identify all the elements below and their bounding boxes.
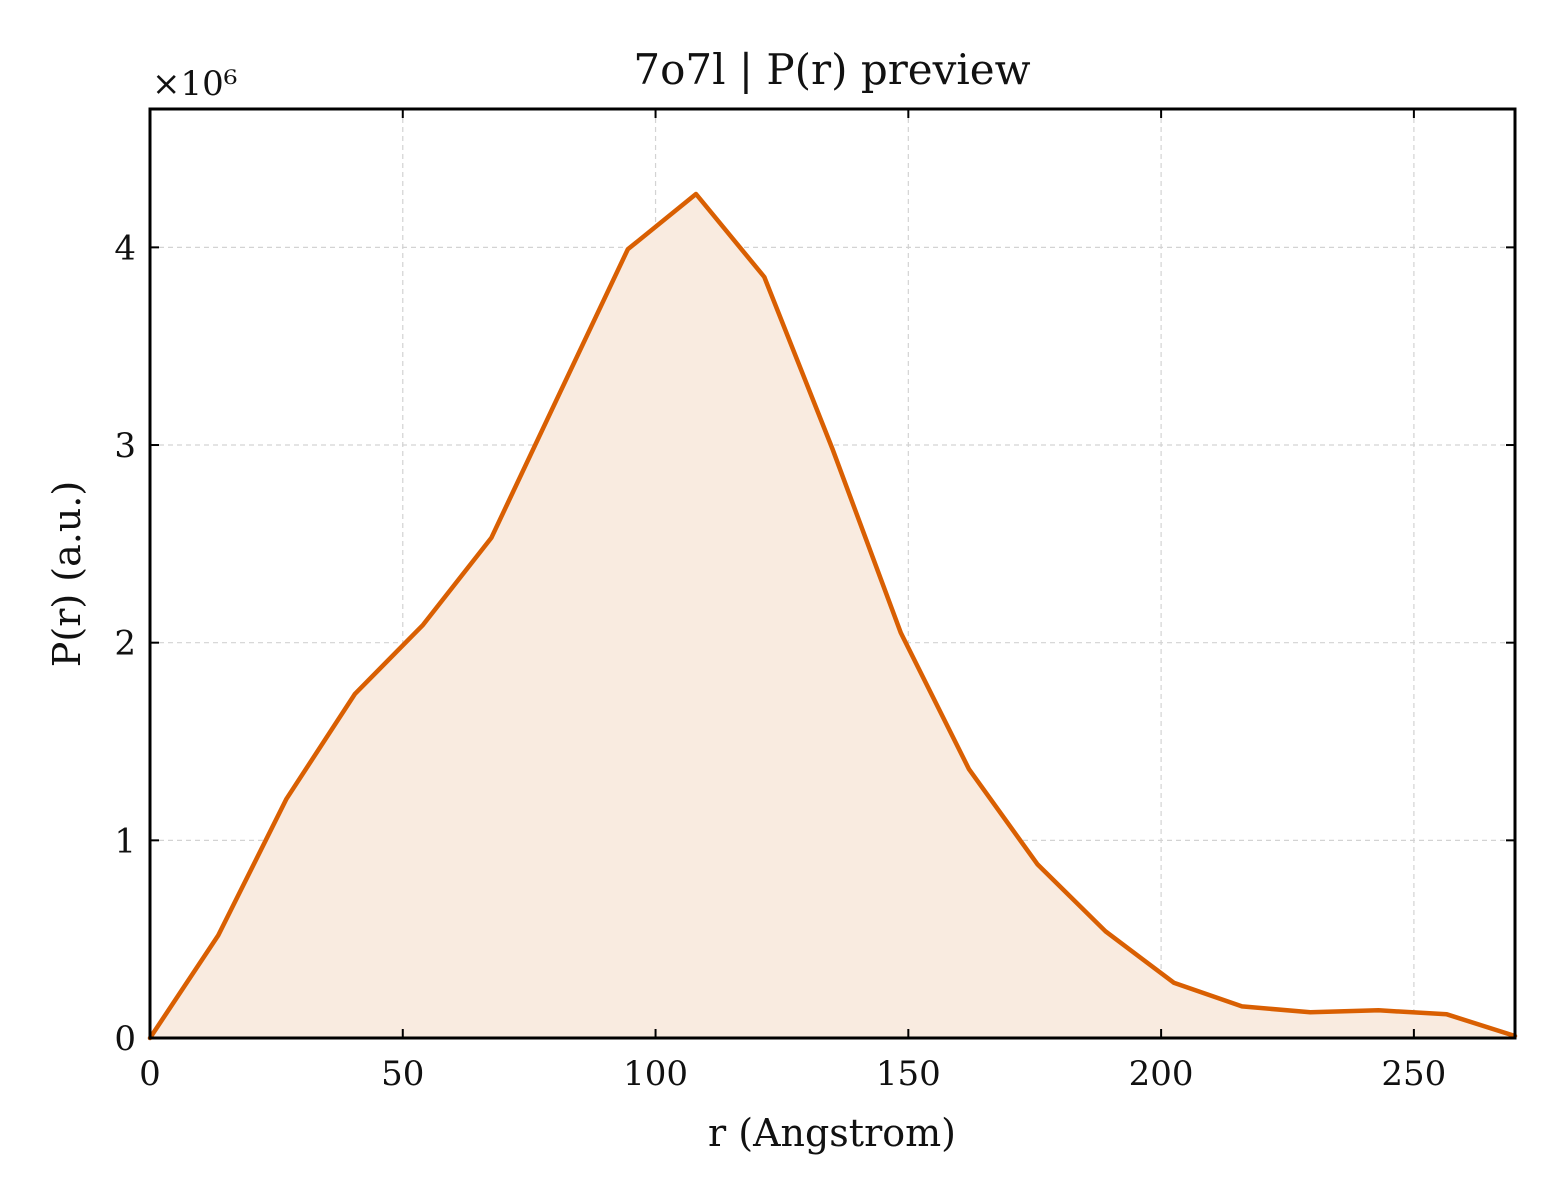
x-tick-label: 200 bbox=[1129, 1054, 1194, 1094]
x-tick-label: 100 bbox=[623, 1054, 688, 1094]
y-tick-label: 2 bbox=[114, 624, 136, 664]
chart-title: 7o7l | P(r) preview bbox=[633, 45, 1030, 94]
y-multiplier-label: ×10⁶ bbox=[152, 64, 237, 104]
plot-frame bbox=[148, 107, 1517, 1040]
x-tick-label: 0 bbox=[139, 1054, 161, 1094]
y-axis-label: P(r) (a.u.) bbox=[45, 481, 89, 667]
y-tick-label: 0 bbox=[114, 1019, 136, 1059]
pr-area-fill bbox=[150, 194, 1515, 1038]
x-tick-label: 250 bbox=[1381, 1054, 1446, 1094]
pr-series-line bbox=[147, 191, 1518, 1041]
x-tick-label: 150 bbox=[876, 1054, 941, 1094]
tick-layer: 0 50 100 150 200 250 0 1 2 3 4 bbox=[114, 109, 1515, 1094]
series-layer bbox=[147, 191, 1518, 1041]
x-tick-label: 50 bbox=[381, 1054, 424, 1094]
y-tick-label: 3 bbox=[114, 426, 136, 466]
x-axis-label: r (Angstrom) bbox=[708, 1111, 956, 1155]
y-tick-label: 4 bbox=[114, 228, 136, 268]
y-tick-label: 1 bbox=[114, 821, 136, 861]
